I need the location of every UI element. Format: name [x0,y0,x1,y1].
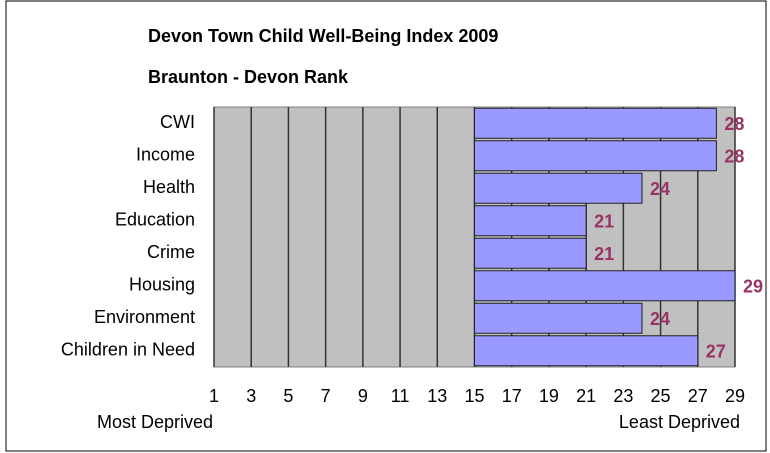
value-label: 27 [706,342,726,362]
value-label: 21 [594,244,614,264]
x-tick-label: 7 [321,386,331,406]
x-tick-label: 11 [391,386,410,406]
y-tick-label: Housing [129,275,195,295]
value-label: 29 [743,277,763,297]
x-tick-label: 15 [464,386,484,406]
y-tick-label: Education [115,210,195,230]
bar [474,205,587,237]
x-tick-label: 5 [283,386,293,406]
x-tick-label: 23 [613,386,633,406]
x-max-label: Least Deprived [619,412,740,432]
x-tick-label: 25 [651,386,671,406]
y-tick-label: Environment [94,307,195,327]
x-tick-label: 19 [539,386,559,406]
bar [474,237,587,269]
chart-title: Devon Town Child Well-Being Index 2009 [148,26,498,46]
x-tick-label: 13 [427,386,447,406]
chart-subtitle: Braunton - Devon Rank [148,67,349,87]
y-tick-label: CWI [160,112,195,132]
x-tick-label: 9 [358,386,368,406]
x-tick-label: 29 [725,386,745,406]
y-tick-label: Children in Need [61,340,195,360]
x-tick-label: 27 [688,386,708,406]
value-label: 24 [650,309,670,329]
x-tick-label: 17 [502,386,522,406]
bar [474,107,717,139]
x-tick-label: 1 [209,386,219,406]
y-tick-label: Health [143,177,195,197]
y-tick-label: Crime [147,242,195,262]
value-label: 28 [724,147,744,167]
y-tick-label: Income [136,145,195,165]
value-label: 21 [594,212,614,232]
bar [474,335,699,367]
bar [474,172,643,204]
value-label: 28 [724,114,744,134]
x-tick-label: 21 [576,386,596,406]
bar [474,270,736,302]
value-label: 24 [650,179,670,199]
x-min-label: Most Deprived [97,412,213,432]
x-tick-label: 3 [246,386,256,406]
bar [474,302,643,334]
chart-border [5,0,767,452]
bar [474,140,717,172]
